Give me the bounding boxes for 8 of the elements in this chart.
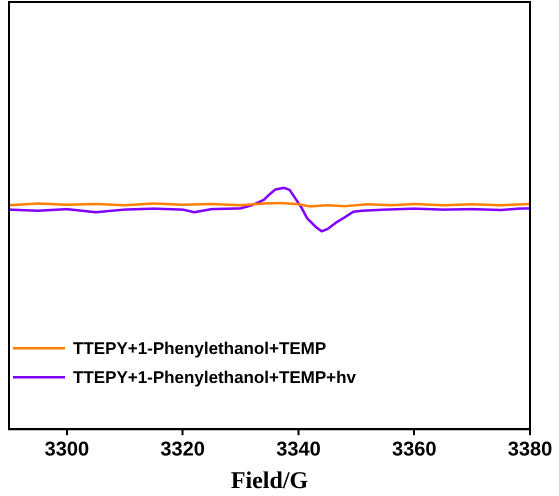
x-tick-label: 3340 <box>276 438 321 461</box>
legend-label: TTEPY+1-Phenylethanol+TEMP+hv <box>73 368 356 387</box>
x-tick-label: 3300 <box>44 438 90 461</box>
x-tick-label: 3380 <box>508 438 552 461</box>
x-tick-label: 3320 <box>160 438 205 461</box>
legend-label: TTEPY+1-Phenylethanol+TEMP <box>73 338 326 358</box>
x-tick-label: 3360 <box>392 438 436 461</box>
x-axis-title: Field/G <box>230 468 308 494</box>
